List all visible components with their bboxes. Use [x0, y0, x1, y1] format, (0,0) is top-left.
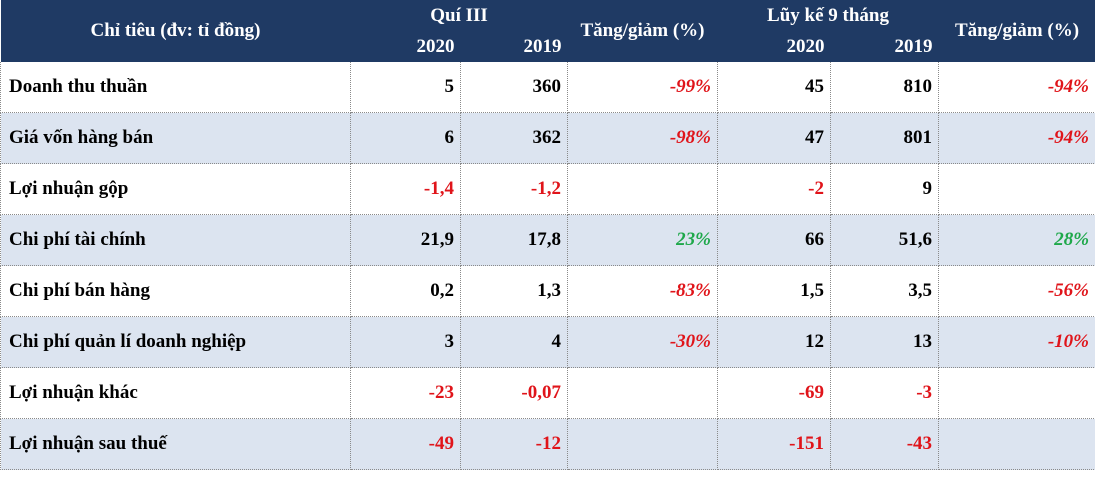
table-row: Chi phí bán hàng 0,2 1,3 -83% 1,5 3,5 -56% [0, 265, 1095, 317]
quarter-2020-value: 0,2 [350, 265, 461, 317]
ytd-group-header: Lũy kế 9 tháng [717, 0, 939, 32]
table-row: Lợi nhuận gộp -1,4 -1,2 -2 9 [0, 163, 1095, 215]
ytd-change-header: Tăng/giảm (%) [938, 0, 1095, 62]
ytd-change-value: -10% [938, 316, 1095, 368]
quarter-2019-value: 360 [460, 62, 568, 113]
ytd-2019-value: -43 [830, 418, 940, 470]
ytd-2019-header: 2019 [830, 32, 939, 62]
quarter-change-value: -83% [567, 265, 718, 317]
table-row: Lợi nhuận sau thuế -49 -12 -151 -43 [0, 418, 1095, 470]
quarter-2019-value: 4 [460, 316, 568, 368]
ytd-change-value [938, 418, 1095, 470]
quarter-2020-value: -1,4 [350, 163, 461, 215]
row-label: Lợi nhuận gộp [0, 163, 351, 215]
quarter-2019-value: 1,3 [460, 265, 568, 317]
ytd-2019-value: 801 [830, 112, 940, 164]
quarter-change-value: -98% [567, 112, 718, 164]
quarter-2020-value: 21,9 [350, 214, 461, 266]
table-row: Giá vốn hàng bán 6 362 -98% 47 801 -94% [0, 112, 1095, 164]
ytd-2020-value: 45 [717, 62, 831, 113]
quarter-change-value [567, 367, 718, 419]
ytd-2019-value: 3,5 [830, 265, 940, 317]
ytd-2020-value: 66 [717, 214, 831, 266]
ytd-2019-value: -3 [830, 367, 940, 419]
ytd-2019-value: 51,6 [830, 214, 940, 266]
quarter-change-value: -30% [567, 316, 718, 368]
ytd-2020-value: 12 [717, 316, 831, 368]
ytd-2020-value: -151 [717, 418, 831, 470]
quarter-2020-header: 2020 [350, 32, 461, 62]
quarter-2019-value: 362 [460, 112, 568, 164]
quarter-2019-value: 17,8 [460, 214, 568, 266]
ytd-change-value: -94% [938, 62, 1095, 113]
table-row: Lợi nhuận khác -23 -0,07 -69 -3 [0, 367, 1095, 419]
row-label: Chi phí bán hàng [0, 265, 351, 317]
quarter-2019-value: -12 [460, 418, 568, 470]
ytd-change-value: -56% [938, 265, 1095, 317]
row-label: Chi phí quản lí doanh nghiệp [0, 316, 351, 368]
row-label: Chi phí tài chính [0, 214, 351, 266]
ytd-2020-value: -69 [717, 367, 831, 419]
ytd-2019-value: 9 [830, 163, 940, 215]
row-label: Lợi nhuận khác [0, 367, 351, 419]
ytd-change-value: 28% [938, 214, 1095, 266]
quarter-change-value: -99% [567, 62, 718, 113]
quarter-change-value [567, 163, 718, 215]
row-label: Doanh thu thuần [0, 62, 351, 113]
ytd-change-value [938, 367, 1095, 419]
quarter-change-header: Tăng/giảm (%) [567, 0, 718, 62]
financial-results-table: Chỉ tiêu (đv: tỉ đồng) Quí III Tăng/giảm… [0, 0, 1095, 470]
quarter-2019-value: -1,2 [460, 163, 568, 215]
table-body: Doanh thu thuần 5 360 -99% 45 810 -94% Giá vốn … [0, 62, 1095, 470]
table-row: Chi phí quản lí doanh nghiệp 3 4 -30% 12 13 -1… [0, 316, 1095, 368]
ytd-2020-value: 1,5 [717, 265, 831, 317]
quarter-2020-value: -23 [350, 367, 461, 419]
quarter-change-value: 23% [567, 214, 718, 266]
quarter-change-value [567, 418, 718, 470]
quarter-2020-value: -49 [350, 418, 461, 470]
ytd-change-value [938, 163, 1095, 215]
ytd-2019-value: 13 [830, 316, 940, 368]
ytd-2020-header: 2020 [717, 32, 831, 62]
quarter-2020-value: 5 [350, 62, 461, 113]
quarter-2020-value: 6 [350, 112, 461, 164]
quarter-group-header: Quí III [350, 0, 568, 32]
row-label: Lợi nhuận sau thuế [0, 418, 351, 470]
table-row: Doanh thu thuần 5 360 -99% 45 810 -94% [0, 62, 1095, 113]
ytd-change-value: -94% [938, 112, 1095, 164]
quarter-2019-header: 2019 [460, 32, 568, 62]
quarter-2020-value: 3 [350, 316, 461, 368]
quarter-2019-value: -0,07 [460, 367, 568, 419]
ytd-2020-value: -2 [717, 163, 831, 215]
table-header: Chỉ tiêu (đv: tỉ đồng) Quí III Tăng/giảm… [0, 0, 1095, 62]
indicator-header: Chỉ tiêu (đv: tỉ đồng) [0, 0, 351, 62]
ytd-2020-value: 47 [717, 112, 831, 164]
ytd-2019-value: 810 [830, 62, 940, 113]
row-label: Giá vốn hàng bán [0, 112, 351, 164]
table-row: Chi phí tài chính 21,9 17,8 23% 66 51,6 28% [0, 214, 1095, 266]
